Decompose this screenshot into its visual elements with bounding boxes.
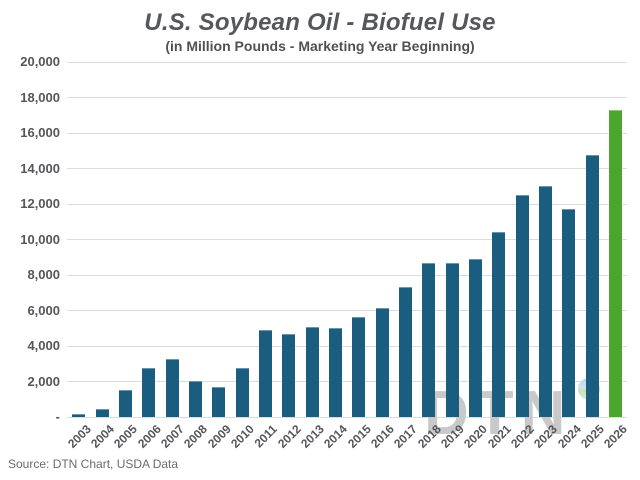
gridline <box>67 97 627 98</box>
bar-2017 <box>398 287 412 417</box>
gridline <box>67 239 627 240</box>
bar-2018 <box>422 262 436 417</box>
bar-2019 <box>445 263 459 417</box>
y-tick-label: 12,000 <box>20 196 60 211</box>
bar-2007 <box>165 359 179 417</box>
x-tick-label: 2010 <box>228 422 257 451</box>
bar-2023 <box>538 186 552 417</box>
bar-2022 <box>515 195 529 417</box>
bar-2012 <box>282 333 296 417</box>
gridline <box>67 168 627 169</box>
y-tick-label: 16,000 <box>20 125 60 140</box>
chart-title: U.S. Soybean Oil - Biofuel Use <box>144 9 496 36</box>
bar-2020 <box>468 259 482 417</box>
bar-2026 <box>608 109 622 417</box>
bar-2005 <box>118 389 132 417</box>
gridline <box>67 61 627 63</box>
x-tick-label: 2005 <box>111 422 141 451</box>
bar-2014 <box>328 328 342 417</box>
x-tick-label: 2011 <box>251 422 281 451</box>
bar-2016 <box>375 307 389 417</box>
y-tick-label: 10,000 <box>20 231 60 247</box>
bar-2025 <box>585 155 599 417</box>
y-tick-label: 14,000 <box>20 160 60 176</box>
x-tick-label: 2008 <box>181 422 211 451</box>
bar-2010 <box>235 368 249 417</box>
gridline <box>67 310 627 311</box>
bar-2003 <box>72 414 86 417</box>
gridline <box>67 381 627 382</box>
x-tick-label: 2009 <box>204 422 234 451</box>
x-tick-label: 2006 <box>134 422 164 451</box>
x-tick-label: 2004 <box>88 422 117 451</box>
x-tick-label: 2016 <box>368 422 397 451</box>
y-tick-label: 4,000 <box>27 338 60 353</box>
bar-2024 <box>562 209 576 417</box>
bar-2006 <box>142 368 156 417</box>
x-tick-label: 2013 <box>298 422 327 451</box>
x-tick-label: 2012 <box>274 422 304 451</box>
x-tick-label: 2003 <box>64 422 94 451</box>
bar-2009 <box>212 386 226 417</box>
chart-subtitle: (in Million Pounds - Marketing Year Begi… <box>165 38 475 54</box>
x-tick-label: 2017 <box>391 422 421 451</box>
source-note: Source: DTN Chart, USDA Data <box>8 457 179 471</box>
gridline <box>67 274 627 276</box>
gridline <box>67 416 627 418</box>
x-tick-label: 2026 <box>601 422 631 451</box>
gridline <box>67 132 627 134</box>
bar-2011 <box>258 330 272 417</box>
y-tick-label: 2,000 <box>27 373 60 389</box>
y-tick-label: 20,000 <box>20 54 60 69</box>
bar-2021 <box>492 232 506 417</box>
bar-2004 <box>95 409 109 417</box>
plot-area <box>67 61 627 418</box>
y-tick-label: 18,000 <box>20 89 60 105</box>
gridline <box>67 203 627 205</box>
y-tick-label: 8,000 <box>27 267 60 282</box>
x-tick-label: 2014 <box>321 422 351 451</box>
x-tick-label: 2007 <box>158 422 187 451</box>
x-tick-label: 2025 <box>578 422 607 451</box>
y-tick-label: - <box>55 409 60 424</box>
bar-2013 <box>305 327 319 417</box>
gridline <box>67 345 627 347</box>
bar-2008 <box>188 380 202 417</box>
y-tick-label: 6,000 <box>27 302 60 318</box>
x-tick-label: 2015 <box>344 422 374 451</box>
bar-2015 <box>352 316 366 417</box>
